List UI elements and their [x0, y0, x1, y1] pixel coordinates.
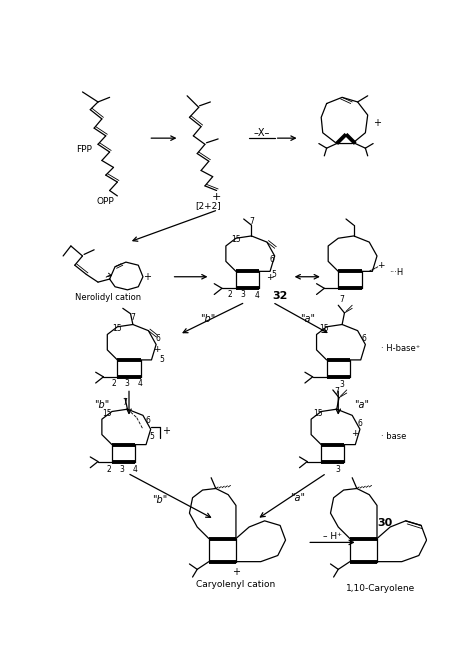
Text: 6: 6 — [357, 419, 363, 427]
Text: 15: 15 — [231, 235, 241, 245]
Text: 2: 2 — [107, 465, 111, 474]
Text: 15: 15 — [319, 324, 329, 333]
Text: 3: 3 — [124, 379, 129, 387]
Text: 3: 3 — [336, 465, 341, 474]
Text: +: + — [162, 425, 170, 436]
Text: 4: 4 — [133, 465, 137, 474]
Text: 2: 2 — [111, 379, 116, 387]
Text: 30: 30 — [377, 518, 392, 528]
Text: 7: 7 — [130, 313, 135, 322]
Text: "b": "b" — [201, 314, 216, 324]
Text: 3: 3 — [340, 380, 345, 389]
Text: 7: 7 — [123, 398, 128, 407]
Text: "a": "a" — [300, 314, 315, 324]
Text: 7: 7 — [249, 217, 254, 226]
Text: +: + — [373, 118, 381, 128]
Text: 3: 3 — [119, 465, 125, 474]
Text: 3: 3 — [240, 290, 246, 299]
Text: FPP: FPP — [76, 145, 92, 154]
Text: 5: 5 — [150, 431, 155, 441]
Text: +: + — [377, 261, 384, 270]
Text: 7: 7 — [334, 387, 339, 396]
Text: +: + — [232, 567, 240, 577]
Text: 5: 5 — [272, 270, 276, 279]
Text: Nerolidyl cation: Nerolidyl cation — [75, 293, 141, 302]
Text: "a": "a" — [354, 401, 369, 410]
Text: ···H: ···H — [389, 269, 403, 277]
Text: 7: 7 — [340, 295, 345, 304]
Text: +: + — [153, 346, 161, 354]
Text: 15: 15 — [112, 324, 121, 333]
Text: 6: 6 — [270, 255, 275, 263]
Text: 6: 6 — [361, 334, 366, 343]
Text: "b": "b" — [94, 401, 109, 410]
Text: "b": "b" — [152, 495, 168, 505]
Text: 6: 6 — [155, 334, 160, 343]
Text: – H⁺: – H⁺ — [323, 532, 341, 541]
Text: OPP: OPP — [97, 197, 115, 206]
Text: Caryolenyl cation: Caryolenyl cation — [196, 580, 275, 589]
Text: 5: 5 — [159, 354, 164, 364]
Text: +: + — [352, 429, 359, 438]
Text: 32: 32 — [273, 291, 288, 301]
Text: 4: 4 — [137, 379, 142, 387]
Text: [2+2]: [2+2] — [195, 200, 220, 210]
Text: 15: 15 — [102, 409, 112, 417]
Text: +: + — [266, 273, 274, 282]
Text: 2: 2 — [228, 290, 232, 299]
Text: +: + — [143, 272, 151, 282]
Text: +: + — [212, 192, 221, 202]
Text: 6: 6 — [146, 416, 151, 425]
Text: –X–: –X– — [253, 128, 270, 138]
Text: 15: 15 — [313, 409, 323, 417]
Text: "a": "a" — [291, 492, 305, 502]
Text: · base: · base — [381, 431, 406, 441]
Text: 1,10-Caryolene: 1,10-Caryolene — [346, 584, 416, 593]
Text: · H-base⁺: · H-base⁺ — [381, 344, 420, 353]
Text: 4: 4 — [255, 291, 259, 301]
